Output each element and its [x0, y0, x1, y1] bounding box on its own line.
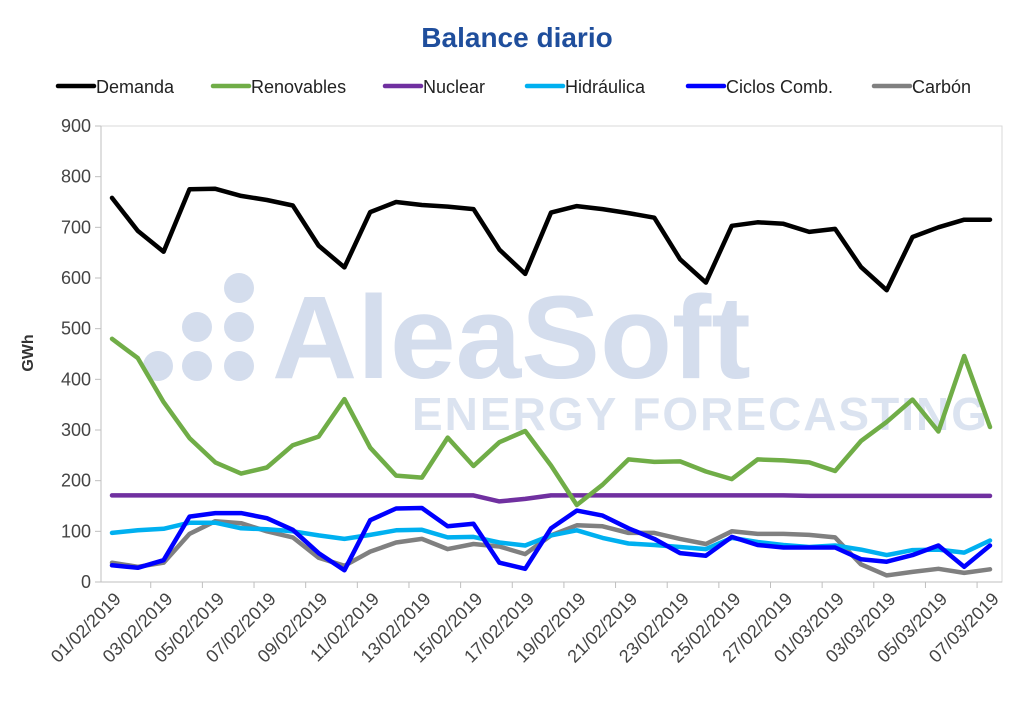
legend-label: Hidráulica: [565, 77, 646, 97]
legend-label: Demanda: [96, 77, 175, 97]
legend-item: Nuclear: [382, 77, 485, 97]
chart-title: Balance diario: [421, 22, 612, 53]
legend-item: Ciclos Comb.: [685, 77, 833, 97]
legend-item: Hidráulica: [524, 77, 646, 97]
legend-item: Demanda: [55, 77, 175, 97]
series-line-hidr-ulica: [109, 520, 993, 558]
series-line-nuclear: [109, 493, 993, 504]
y-tick-label: 300: [61, 420, 91, 440]
legend-label: Carbón: [912, 77, 971, 97]
series-line-demanda: [109, 186, 993, 293]
y-tick-label: 700: [61, 217, 91, 237]
watermark-tagline: ENERGY FORECASTING: [412, 388, 989, 440]
series-line-ciclos-comb: [109, 505, 993, 573]
watermark-brand: AleaSoft: [272, 272, 751, 404]
watermark-logo-dots: [143, 273, 254, 381]
legend-label: Ciclos Comb.: [726, 77, 833, 97]
y-tick-label: 400: [61, 369, 91, 389]
legend-label: Renovables: [251, 77, 346, 97]
y-tick-label: 0: [81, 572, 91, 592]
y-tick-label: 800: [61, 167, 91, 187]
y-tick-label: 500: [61, 319, 91, 339]
y-tick-label: 600: [61, 268, 91, 288]
legend: Demanda Renovables Nuclear Hidráulica Ciclos…: [55, 77, 971, 97]
y-tick-label: 200: [61, 471, 91, 491]
watermark: AleaSoft ENERGY FORECASTING: [143, 272, 989, 440]
y-tick-label: 100: [61, 521, 91, 541]
legend-item: Carbón: [871, 77, 971, 97]
series-line-renovables: [109, 336, 993, 508]
series-layer: [109, 186, 993, 578]
legend-label: Nuclear: [423, 77, 485, 97]
y-tick-label: 900: [61, 116, 91, 136]
legend-item: Renovables: [210, 77, 346, 97]
y-axis-label: GWh: [20, 334, 37, 371]
